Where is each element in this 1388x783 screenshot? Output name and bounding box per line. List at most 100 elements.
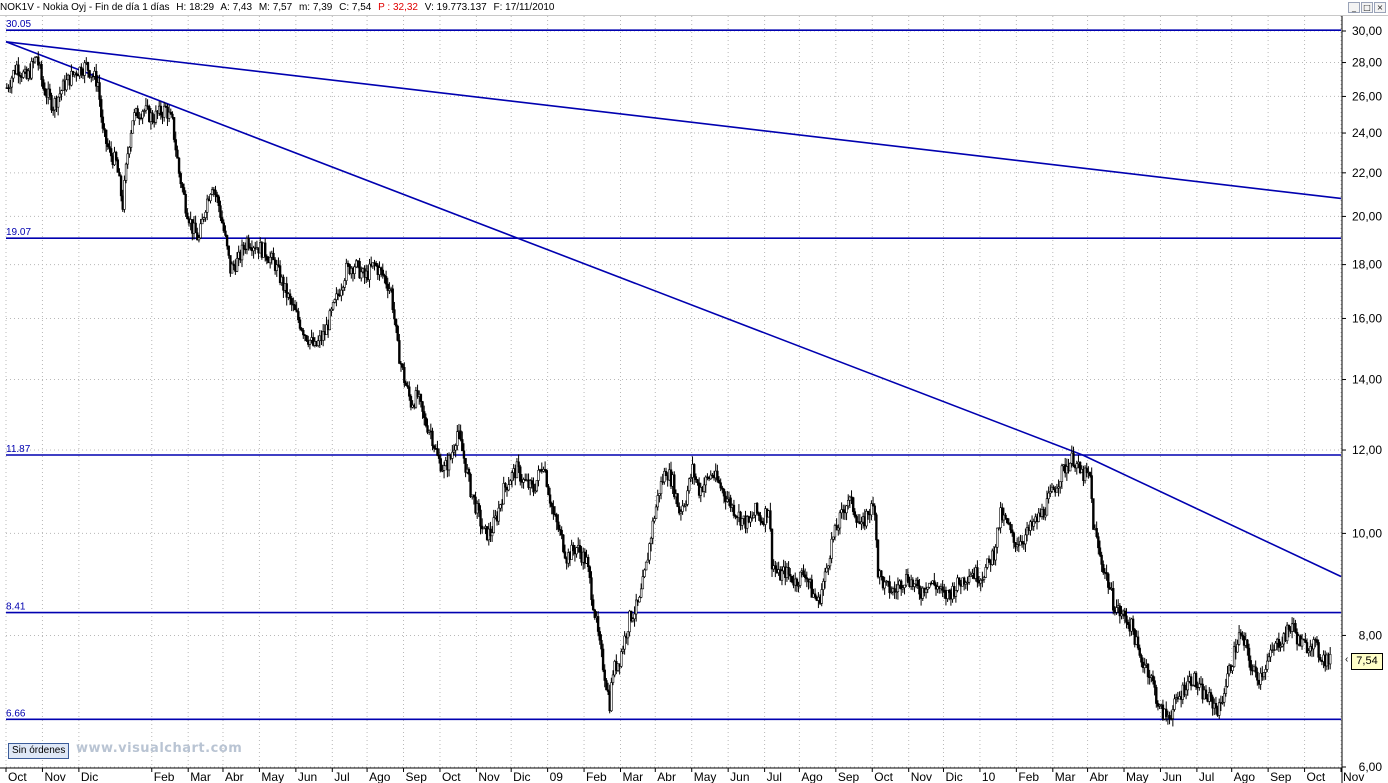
price-candle-body: [1231, 666, 1234, 671]
price-candle-body: [649, 537, 653, 544]
price-candle-body: [144, 105, 148, 111]
price-candle-body: [1262, 672, 1266, 678]
title-symbol: NOK1V - Nokia Oyj - Fin de día 1 días: [0, 2, 170, 13]
price-candle-body: [875, 514, 878, 541]
price-candle-body: [648, 543, 651, 561]
price-candle-body: [603, 669, 606, 681]
price-candle-body: [519, 466, 522, 482]
price-candle-body: [353, 266, 356, 274]
price-candle-body: [197, 237, 201, 241]
x-tick-label: Mar: [1055, 770, 1076, 783]
x-tick-label: Oct: [442, 770, 461, 783]
price-candle-body: [184, 193, 187, 214]
price-candle-body: [204, 211, 207, 218]
price-candle-body: [1059, 481, 1062, 488]
x-tick-label: Oct: [8, 770, 27, 783]
price-candle-body: [787, 567, 790, 575]
price-candle-body: [277, 264, 280, 267]
price-candle-body: [848, 496, 852, 501]
price-candle-body: [1010, 529, 1014, 534]
price-candle-body: [678, 506, 681, 514]
price-candle-body: [220, 217, 224, 224]
price-candle-body: [37, 56, 40, 66]
price-candle-body: [696, 479, 699, 484]
price-candle-body: [507, 484, 510, 491]
x-tick-label: May: [261, 770, 284, 783]
price-candle-body: [502, 483, 505, 505]
price-candle-body: [719, 482, 722, 489]
price-candle-body: [479, 509, 482, 527]
price-candle-body: [850, 496, 853, 499]
price-candle-body: [621, 648, 625, 652]
price-candle-body: [422, 411, 426, 418]
price-candle-body: [933, 580, 936, 586]
price-candle-body: [454, 445, 457, 451]
price-candle-body: [557, 521, 560, 530]
price-chart[interactable]: 6,00 8,00 10,00 12,00 14,00 16,00 18,00 20,00 22…: [0, 16, 1388, 783]
price-candle-body: [1329, 654, 1332, 665]
level-label: 6.66: [6, 708, 26, 719]
price-candle-body: [616, 663, 620, 671]
price-candle-body: [290, 298, 293, 305]
price-candle-body: [1267, 656, 1271, 662]
price-candle-body: [1264, 669, 1267, 673]
price-candle-body: [1025, 527, 1029, 536]
price-candle-body: [929, 582, 933, 585]
price-candle-body: [969, 574, 972, 577]
price-candle-body: [1045, 498, 1049, 516]
price-candle-body: [235, 258, 239, 272]
price-candle-body: [100, 99, 103, 118]
minimize-button[interactable]: _: [1348, 2, 1360, 13]
price-candle-body: [393, 309, 396, 320]
price-candle-body: [837, 527, 840, 531]
price-candle-body: [966, 581, 969, 584]
close-button[interactable]: ×: [1374, 2, 1386, 13]
price-candle-body: [328, 310, 331, 331]
price-candle-body: [639, 588, 643, 598]
price-candle-body: [726, 498, 729, 502]
price-candle-body: [803, 574, 807, 578]
y-tick-label: 28,00: [1352, 56, 1382, 70]
price-candle-body: [1092, 498, 1095, 530]
orders-button[interactable]: Sin órdenes: [8, 743, 70, 759]
price-candle-body: [1102, 564, 1105, 573]
title-date: F: 17/11/2010: [493, 2, 555, 13]
price-candle-body: [371, 262, 375, 267]
price-candle-body: [823, 571, 827, 582]
price-candle-body: [340, 289, 343, 297]
price-candle-body: [1319, 656, 1322, 661]
price-candle-body: [948, 589, 951, 593]
price-candle-body: [1304, 639, 1307, 643]
price-candle-body: [893, 588, 896, 593]
price-candle-body: [845, 505, 848, 514]
x-tick-label: Jun: [1162, 770, 1181, 783]
price-candle-body: [870, 503, 873, 516]
price-candle-body: [1120, 613, 1123, 617]
price-candle-body: [114, 151, 118, 161]
maximize-button[interactable]: □: [1361, 2, 1373, 13]
price-candle-body: [1047, 492, 1050, 500]
price-candle-body: [550, 502, 553, 507]
price-candle-body: [628, 610, 631, 633]
price-candle-body: [162, 105, 166, 118]
price-candle-body: [17, 64, 20, 76]
price-candle-body: [572, 544, 575, 552]
x-tick-label: Dic: [945, 770, 962, 783]
price-candle-body: [732, 504, 736, 516]
price-candle-body: [222, 222, 225, 232]
price-candle-body: [1107, 573, 1110, 588]
title-close: C: 7,54: [339, 2, 372, 13]
price-candle-body: [490, 532, 494, 537]
price-candle-body: [43, 88, 47, 96]
price-candle-body: [921, 587, 924, 599]
x-tick-label: Sep: [1270, 770, 1292, 783]
price-candle-body: [709, 474, 712, 480]
title-bar: NOK1V - Nokia Oyj - Fin de día 1 días H:…: [0, 0, 1388, 16]
price-candle-body: [8, 86, 12, 89]
price-candle-body: [851, 497, 855, 512]
x-tick-label: Feb: [1018, 770, 1039, 783]
x-tick-label: Ago: [1234, 770, 1256, 783]
price-candle-body: [828, 558, 832, 567]
price-candle-body: [827, 565, 830, 569]
price-candle-body: [590, 577, 593, 600]
